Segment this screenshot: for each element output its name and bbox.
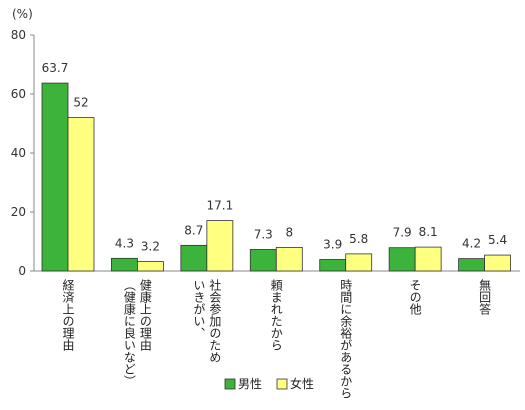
category-label: 経済上の理由 bbox=[61, 279, 75, 351]
bar-female bbox=[275, 246, 303, 272]
legend-swatch-male bbox=[224, 378, 236, 390]
y-tick-label: 0 bbox=[18, 264, 26, 278]
data-label-male: 7.3 bbox=[254, 227, 273, 241]
bars bbox=[41, 82, 511, 272]
data-label-male: 7.9 bbox=[393, 226, 412, 240]
bar-female bbox=[484, 254, 511, 272]
category-label: いきがい、 bbox=[192, 279, 206, 339]
category-label: 健康上の理由 bbox=[138, 279, 152, 351]
data-label-male: 4.3 bbox=[115, 236, 134, 250]
bar-female bbox=[414, 246, 442, 272]
data-label-male: 3.9 bbox=[323, 237, 342, 251]
data-label-female: 8.1 bbox=[419, 225, 438, 239]
data-label-male: 63.7 bbox=[42, 61, 69, 75]
bar-male bbox=[388, 247, 416, 272]
bar-female bbox=[137, 261, 164, 272]
data-label-female: 5.8 bbox=[349, 232, 368, 246]
category-label: 社会参加のため bbox=[208, 278, 222, 363]
data-label-female: 52 bbox=[73, 96, 88, 110]
category-label: （健康に良いなど） bbox=[122, 279, 136, 387]
bar-female bbox=[206, 220, 234, 272]
bar-male bbox=[41, 82, 69, 272]
y-tick-label: 60 bbox=[11, 87, 26, 101]
y-tick-label: 20 bbox=[11, 205, 26, 219]
bar-male bbox=[458, 258, 485, 272]
bar-female bbox=[67, 117, 95, 272]
data-labels: 63.7 52 4.3 3.2 8.717.1 7.3 8 3.9 5.8 7.9 8.1 4.2 5.… bbox=[42, 61, 507, 253]
category-label: 無回答 bbox=[478, 278, 492, 316]
bar-male bbox=[180, 244, 208, 272]
y-unit-label: (%) bbox=[12, 7, 33, 21]
data-label-male: 4.2 bbox=[462, 237, 481, 251]
legend-label-female: 女性 bbox=[290, 376, 314, 391]
bar-female bbox=[345, 253, 373, 272]
y-tick-label: 40 bbox=[11, 146, 26, 160]
y-tick-label: 80 bbox=[11, 28, 26, 42]
legend: 男性 女性 bbox=[224, 376, 314, 391]
category-label: 頼まれたから bbox=[269, 279, 283, 351]
category-label: その他 bbox=[408, 279, 422, 315]
data-label-female: 3.2 bbox=[141, 240, 160, 254]
bar-male bbox=[319, 259, 347, 272]
legend-label-male: 男性 bbox=[238, 377, 262, 391]
data-label-female: 17.1 bbox=[206, 199, 233, 213]
legend-swatch-female bbox=[276, 378, 288, 390]
bar-male bbox=[249, 249, 277, 272]
data-label-male: 8.7 bbox=[184, 223, 203, 237]
bar-male bbox=[111, 257, 138, 272]
category-label: 時間に余裕があるから bbox=[339, 279, 353, 399]
data-label-female: 5.4 bbox=[488, 233, 507, 247]
data-label-female: 8 bbox=[285, 225, 293, 239]
